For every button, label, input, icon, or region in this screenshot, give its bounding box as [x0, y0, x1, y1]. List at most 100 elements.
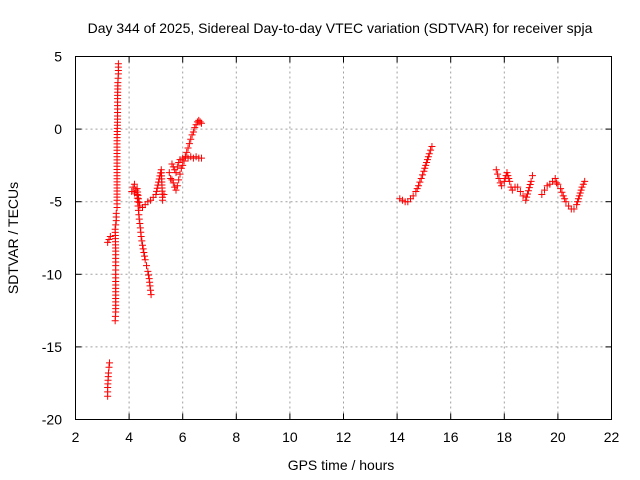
data-point: [176, 170, 184, 178]
data-point: [557, 185, 565, 193]
data-point: [134, 195, 142, 203]
data-point: [180, 157, 188, 165]
y-tick-label: -20: [42, 412, 62, 428]
data-point: [112, 221, 120, 229]
y-tick-label: -15: [42, 339, 62, 355]
data-point: [106, 233, 114, 241]
data-point: [506, 177, 514, 185]
x-tick-label: 10: [282, 429, 298, 445]
data-point: [553, 179, 561, 187]
data-point: [579, 180, 587, 188]
data-point: [130, 180, 138, 188]
data-point: [189, 128, 197, 136]
data-point: [168, 176, 176, 184]
data-point: [196, 118, 204, 126]
y-tick-labels: -20 -15 -10 -5 0 5: [42, 49, 62, 428]
x-tick-label: 14: [389, 429, 405, 445]
data-point: [538, 190, 546, 198]
data-point: [192, 121, 200, 129]
data-point: [147, 286, 155, 294]
data-point: [559, 192, 567, 200]
x-tick-label: 6: [179, 429, 187, 445]
data-point: [519, 192, 527, 200]
x-tick-label: 12: [336, 429, 352, 445]
data-point: [173, 182, 181, 190]
data-point: [523, 193, 531, 201]
data-point: [413, 185, 421, 193]
data-point: [112, 209, 120, 217]
data-point: [141, 252, 149, 260]
data-point: [505, 174, 513, 182]
data-point: [175, 158, 183, 166]
data-point: [516, 188, 524, 196]
data-point: [152, 190, 160, 198]
data-point: [139, 245, 147, 253]
data-point: [578, 183, 586, 191]
data-point: [160, 190, 168, 198]
data-point: [177, 164, 185, 172]
data-point: [576, 189, 584, 197]
data-point: [136, 219, 144, 227]
data-point: [522, 196, 530, 204]
data-point: [423, 158, 431, 166]
data-point: [570, 205, 578, 213]
data-point: [494, 170, 502, 178]
data-point: [504, 172, 512, 180]
x-tick-label: 4: [125, 429, 133, 445]
data-point: [159, 196, 167, 204]
data-point: [147, 291, 155, 299]
data-point: [424, 153, 432, 161]
data-point: [412, 188, 420, 196]
data-point: [425, 150, 433, 158]
data-point: [179, 161, 187, 169]
x-tick-label: 8: [232, 429, 240, 445]
data-point: [427, 146, 435, 154]
data-point: [146, 282, 154, 290]
data-point: [581, 177, 589, 185]
data-point: [528, 172, 536, 180]
y-tick-label: -5: [50, 194, 63, 210]
data-point: [575, 192, 583, 200]
data-point: [105, 363, 113, 371]
data-point: [106, 359, 114, 367]
data-point: [524, 187, 532, 195]
data-point: [185, 140, 193, 148]
data-point: [135, 215, 143, 223]
x-tick-label: 22: [604, 429, 620, 445]
x-axis-label: GPS time / hours: [288, 457, 395, 473]
data-point: [551, 174, 559, 182]
data-point: [514, 183, 522, 191]
x-tick-label: 16: [443, 429, 459, 445]
data-point: [104, 369, 112, 377]
data-point: [554, 180, 562, 188]
data-point: [561, 195, 569, 203]
y-tick-label: 0: [54, 121, 62, 137]
data-point: [496, 179, 504, 187]
data-point: [191, 124, 199, 132]
data-point: [167, 174, 175, 182]
data-point: [175, 176, 183, 184]
data-point: [417, 174, 425, 182]
data-point: [495, 174, 503, 182]
data-point: [138, 237, 146, 245]
data-point: [114, 60, 122, 68]
data-point: [541, 186, 548, 194]
data-point: [526, 181, 534, 189]
data-point: [188, 131, 196, 139]
data-point: [187, 135, 195, 143]
axis-ticks: [75, 56, 612, 420]
data-point: [562, 198, 570, 206]
data-point: [168, 160, 176, 168]
data-point: [144, 267, 152, 275]
data-point: [423, 156, 431, 164]
y-axis-label: SDTVAR / TECUs: [5, 182, 21, 294]
data-point: [105, 235, 113, 243]
x-tick-label: 2: [72, 429, 80, 445]
data-point: [420, 167, 428, 175]
data-point: [527, 177, 535, 185]
data-point: [135, 198, 143, 206]
data-point: [145, 271, 153, 279]
data-point: [421, 164, 429, 172]
data-point: [524, 190, 532, 198]
